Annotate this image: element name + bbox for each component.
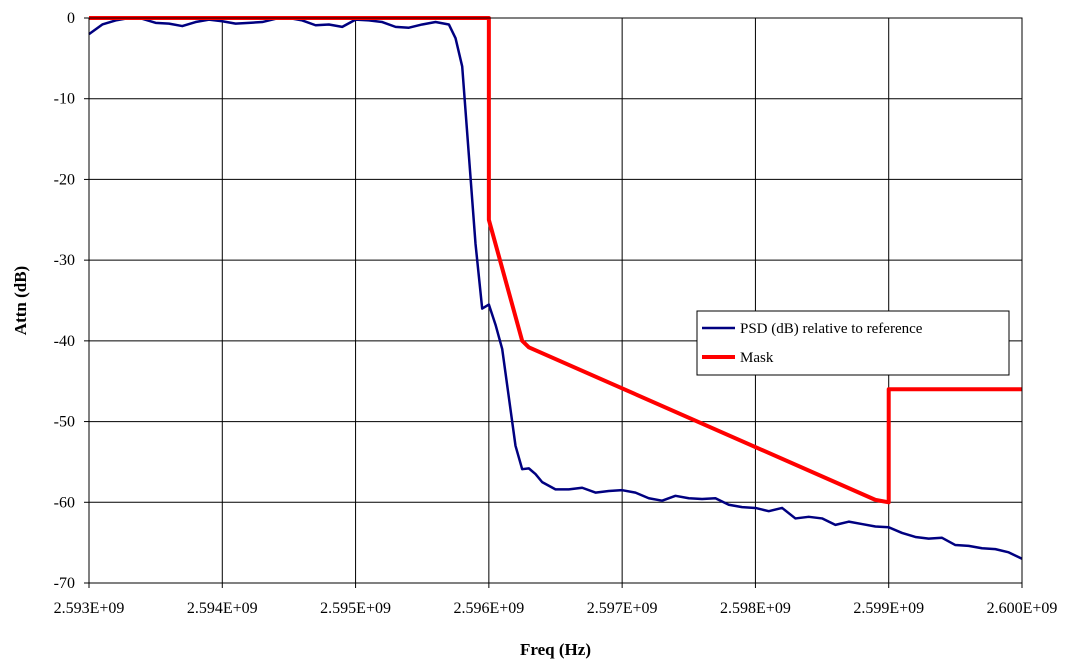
y-tick-label: -20: [54, 171, 75, 188]
y-tick-label: 0: [67, 10, 75, 27]
y-tick-label: -60: [54, 494, 75, 511]
series-layer: [88, 16, 1023, 560]
x-axis-title: Freq (Hz): [520, 640, 591, 659]
series-line-mask: [89, 16, 1022, 505]
y-tick-label: -10: [54, 91, 75, 108]
x-tick-label: 2.595E+09: [320, 600, 391, 617]
legend-label-mask: Mask: [740, 350, 774, 366]
x-tick-label: 2.596E+09: [453, 600, 524, 617]
series-line-psd: [88, 16, 1023, 560]
x-tick-label: 2.597E+09: [587, 600, 658, 617]
x-tick-label: 2.593E+09: [54, 600, 125, 617]
y-tick-label: -70: [54, 575, 75, 592]
tick-labels: 0 -10 -20 -30 -40 -50 -60 -70 2.593E+09 2.594E+09…: [54, 10, 1058, 617]
plot-area-frame: [88, 17, 1023, 584]
y-tick-label: -30: [54, 252, 75, 269]
y-tick-label: -40: [54, 333, 75, 350]
legend: PSD (dB) relative to reference Mask: [696, 310, 1010, 376]
x-tick-label: 2.599E+09: [853, 600, 924, 617]
x-tick-label: 2.594E+09: [187, 600, 258, 617]
y-axis-title: Attn (dB): [11, 266, 30, 335]
x-tick-label: 2.598E+09: [720, 600, 791, 617]
y-tick-label: -50: [54, 414, 75, 431]
legend-box: [696, 310, 1010, 376]
legend-label-psd: PSD (dB) relative to reference: [740, 321, 923, 337]
x-tick-label: 2.600E+09: [987, 600, 1058, 617]
grid: [88, 17, 1023, 584]
